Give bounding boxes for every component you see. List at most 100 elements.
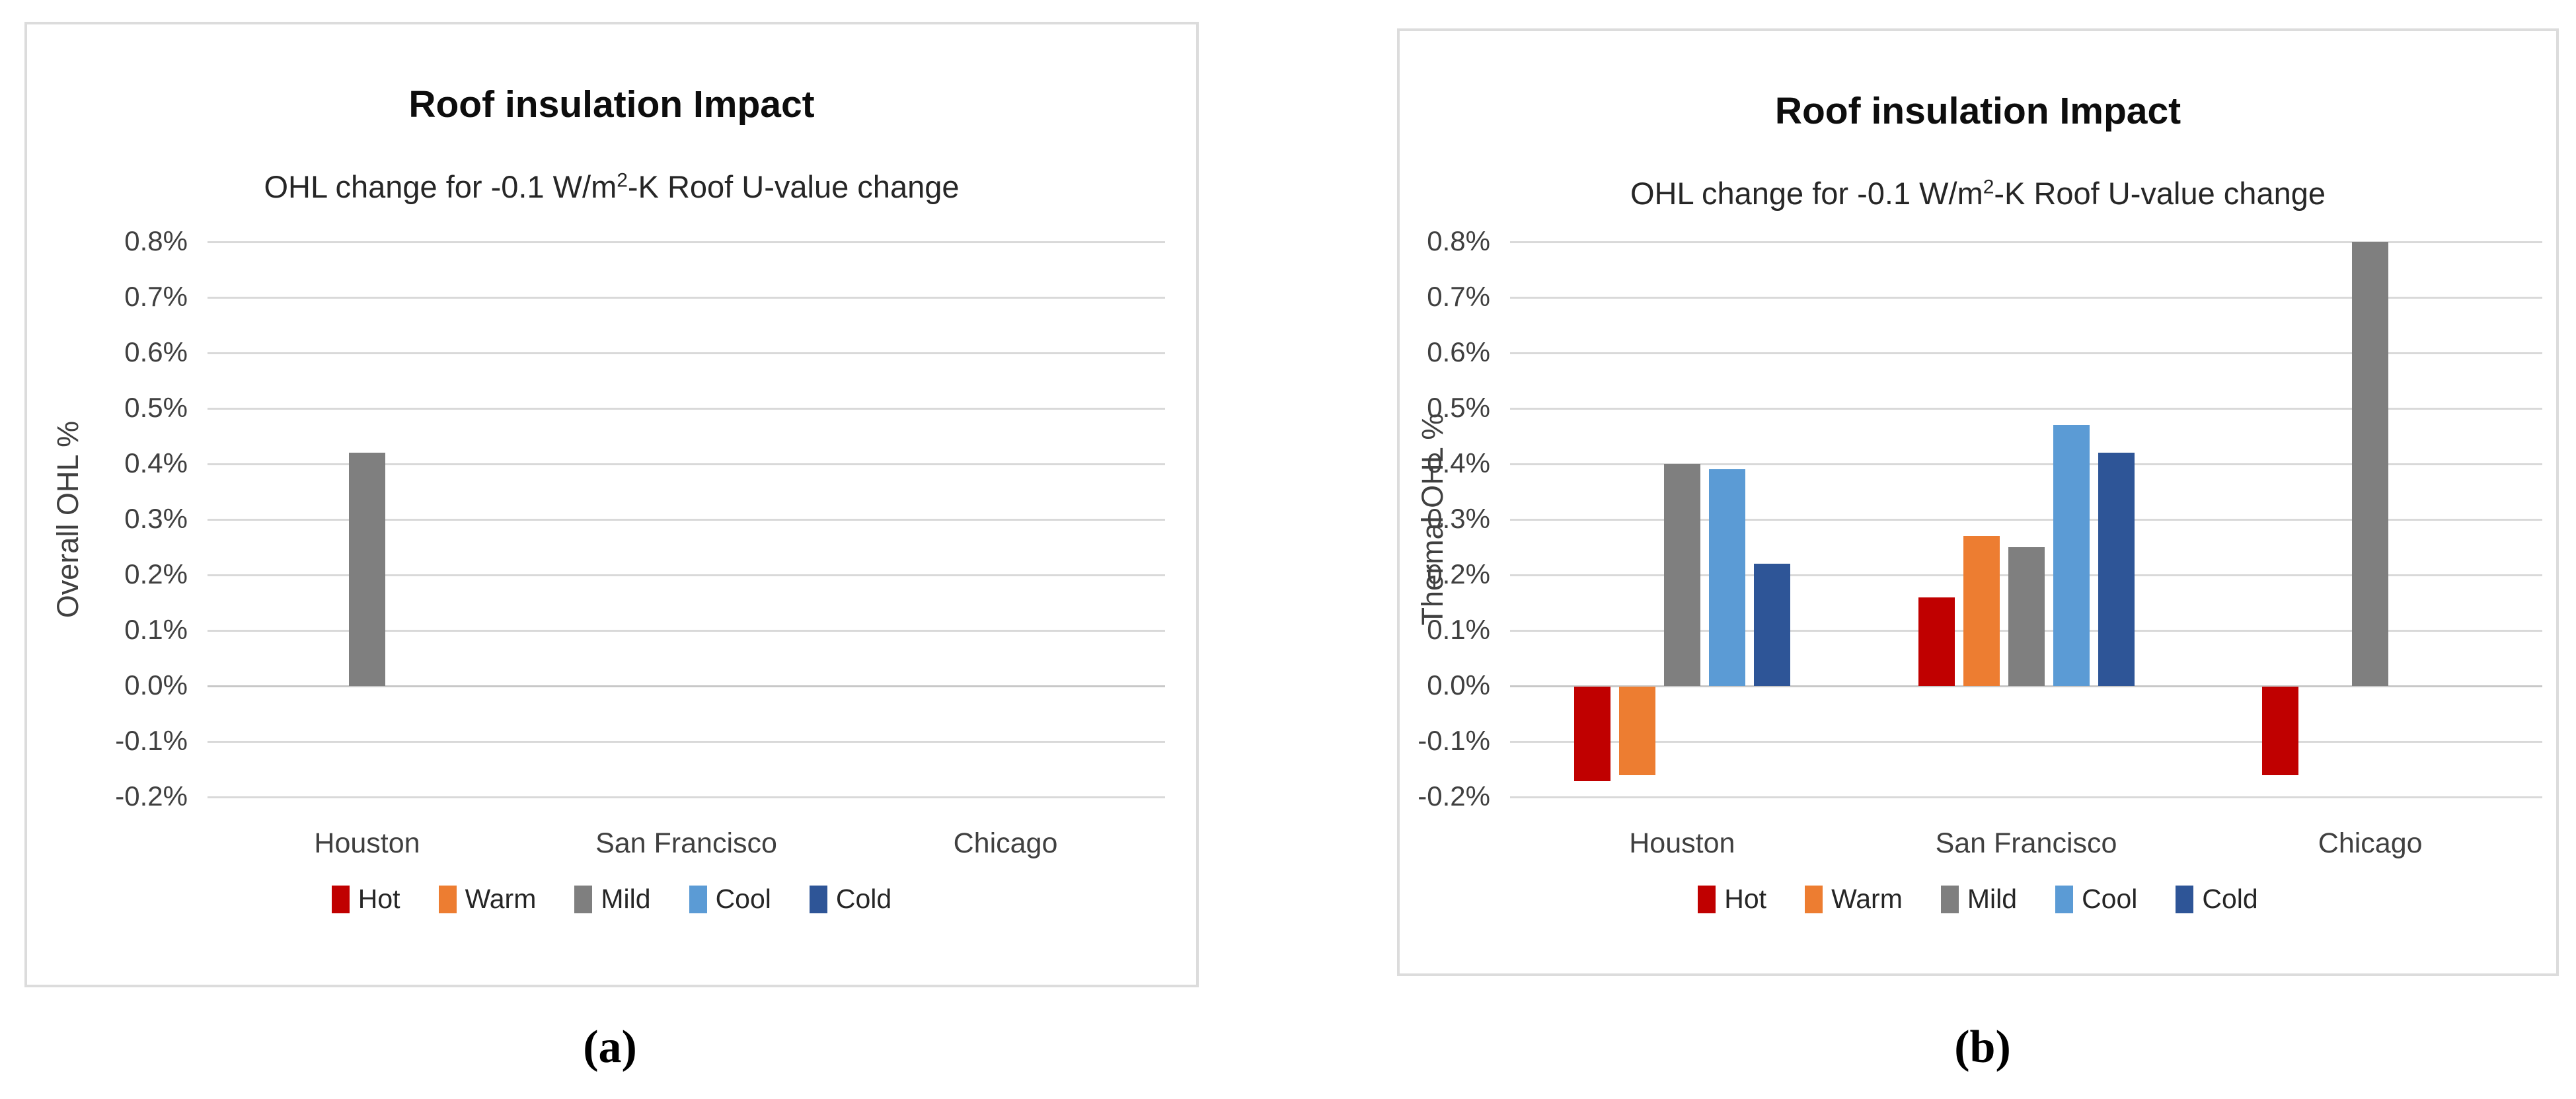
gridline bbox=[1510, 741, 2542, 743]
gridline bbox=[208, 352, 1165, 354]
subtitle-text: OHL change for -0.1 W/m bbox=[1630, 176, 1983, 211]
x-category-label: Houston bbox=[1629, 827, 1735, 859]
gridline bbox=[208, 463, 1165, 465]
legend-label: Cool bbox=[2082, 884, 2138, 914]
bar-mild-chicago bbox=[2352, 242, 2389, 686]
legend-item-cool: Cool bbox=[2055, 884, 2137, 915]
bar-hot-houston bbox=[1573, 687, 1610, 781]
legend-item-cold: Cold bbox=[2176, 884, 2258, 915]
chart-panel-a: Roof insulation Impact OHL change for -0… bbox=[24, 22, 1199, 987]
legend-item-cool: Cool bbox=[689, 884, 771, 915]
legend-label: Cool bbox=[715, 884, 771, 914]
bar-cool-san-francisco bbox=[2053, 425, 2090, 686]
y-tick-label: 0.7% bbox=[1427, 281, 1490, 313]
legend-item-warm: Warm bbox=[438, 884, 537, 915]
gridline bbox=[208, 741, 1165, 743]
legend-swatch-warm bbox=[1805, 885, 1823, 913]
y-tick-label: 0.1% bbox=[1427, 614, 1490, 646]
legend-swatch-hot bbox=[331, 885, 350, 913]
x-category-label: Chicago bbox=[953, 827, 1058, 859]
y-tick-label: 0.2% bbox=[124, 558, 188, 590]
legend-label: Warm bbox=[465, 884, 537, 914]
y-tick-label: 0.2% bbox=[1427, 558, 1490, 590]
legend-swatch-cool bbox=[2055, 885, 2074, 913]
legend-label: Hot bbox=[1724, 884, 1767, 914]
gridline bbox=[1510, 519, 2542, 521]
legend-label: Hot bbox=[358, 884, 400, 914]
y-tick-label: -0.1% bbox=[1418, 725, 1490, 757]
legend-swatch-hot bbox=[1698, 885, 1716, 913]
chart-subtitle: OHL change for -0.1 W/m2-K Roof U-value … bbox=[27, 169, 1196, 205]
legend: Hot Warm Mild Cool Cold bbox=[1400, 884, 2556, 915]
legend-swatch-mild bbox=[1940, 885, 1959, 913]
subtitle-superscript: 2 bbox=[1983, 176, 1994, 198]
gridline bbox=[208, 796, 1165, 798]
bar-hot-chicago bbox=[2262, 687, 2299, 776]
bar-mild-san-francisco bbox=[2008, 547, 2045, 686]
bar-warm-houston bbox=[1618, 687, 1655, 776]
bar-cool-houston bbox=[1708, 469, 1745, 686]
subtitle-text: -K Roof U-value change bbox=[627, 169, 960, 204]
y-tick-label: -0.2% bbox=[1418, 780, 1490, 812]
legend-label: Cold bbox=[835, 884, 892, 914]
legend-label: Cold bbox=[2202, 884, 2258, 914]
legend-label: Warm bbox=[1831, 884, 1903, 914]
gridline bbox=[1510, 463, 2542, 465]
y-tick-label: 0.4% bbox=[1427, 447, 1490, 479]
y-tick-label: 0.1% bbox=[124, 614, 188, 646]
y-tick-label: 0.5% bbox=[1427, 392, 1490, 424]
legend-swatch-cold bbox=[809, 885, 827, 913]
legend-swatch-warm bbox=[438, 885, 457, 913]
gridline bbox=[208, 630, 1165, 632]
legend-swatch-mild bbox=[574, 885, 593, 913]
bar-warm-san-francisco bbox=[1963, 536, 2000, 686]
y-tick-label: -0.1% bbox=[115, 725, 188, 757]
subtitle-superscript: 2 bbox=[617, 169, 628, 192]
chart-panel-b: Roof insulation Impact OHL change for -0… bbox=[1397, 28, 2559, 976]
y-tick-label: 0.0% bbox=[124, 669, 188, 701]
gridline bbox=[1510, 352, 2542, 354]
y-tick-label: 0.3% bbox=[124, 503, 188, 535]
gridline bbox=[1510, 297, 2542, 299]
bar-cold-houston bbox=[1753, 564, 1790, 686]
y-tick-label: -0.2% bbox=[115, 780, 188, 812]
gridline bbox=[208, 519, 1165, 521]
legend: Hot Warm Mild Cool Cold bbox=[27, 884, 1196, 915]
legend-item-warm: Warm bbox=[1805, 884, 1903, 915]
y-tick-label: 0.3% bbox=[1427, 503, 1490, 535]
legend-item-hot: Hot bbox=[1698, 884, 1766, 915]
legend-item-cold: Cold bbox=[809, 884, 892, 915]
gridline bbox=[1510, 796, 2542, 798]
subfigure-caption-a: (a) bbox=[583, 1022, 637, 1073]
gridline bbox=[1510, 408, 2542, 410]
legend-swatch-cold bbox=[2176, 885, 2194, 913]
x-category-label: San Francisco bbox=[595, 827, 777, 859]
y-tick-label: 0.4% bbox=[124, 447, 188, 479]
chart-subtitle: OHL change for -0.1 W/m2-K Roof U-value … bbox=[1400, 175, 2556, 211]
x-category-label: San Francisco bbox=[1935, 827, 2117, 859]
gridline bbox=[208, 574, 1165, 576]
legend-item-mild: Mild bbox=[1940, 884, 2018, 915]
y-tick-label: 0.8% bbox=[1427, 225, 1490, 257]
legend-item-hot: Hot bbox=[331, 884, 400, 915]
y-tick-label: 0.8% bbox=[124, 225, 188, 257]
gridline bbox=[1510, 241, 2542, 243]
subfigure-caption-b: (b) bbox=[1954, 1022, 2011, 1073]
legend-item-mild: Mild bbox=[574, 884, 651, 915]
subtitle-text: OHL change for -0.1 W/m bbox=[264, 169, 617, 204]
gridline bbox=[208, 685, 1165, 687]
gridline bbox=[208, 297, 1165, 299]
y-tick-label: 0.0% bbox=[1427, 669, 1490, 701]
bar-cold-san-francisco bbox=[2098, 453, 2135, 686]
gridline bbox=[208, 408, 1165, 410]
gridline bbox=[1510, 685, 2542, 687]
legend-label: Mild bbox=[601, 884, 651, 914]
legend-label: Mild bbox=[1967, 884, 2018, 914]
y-tick-label: 0.5% bbox=[124, 392, 188, 424]
bar-mild-houston bbox=[1663, 464, 1700, 686]
x-category-label: Chicago bbox=[2318, 827, 2423, 859]
y-tick-label: 0.6% bbox=[1427, 336, 1490, 368]
chart-title: Roof insulation Impact bbox=[408, 83, 815, 126]
subtitle-text: -K Roof U-value change bbox=[1994, 176, 2326, 211]
bar-mild-houston bbox=[349, 453, 385, 686]
